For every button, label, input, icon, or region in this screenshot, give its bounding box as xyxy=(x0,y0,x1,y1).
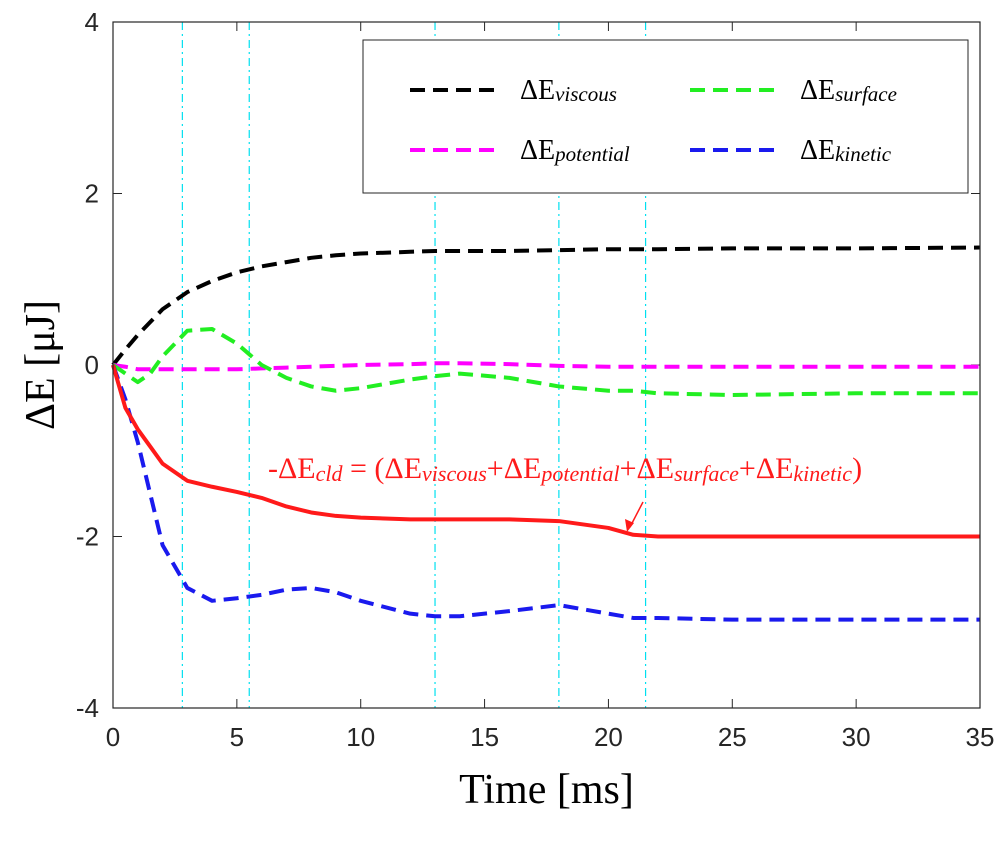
series-line xyxy=(111,326,980,398)
legend-label-main: ΔE xyxy=(520,135,555,166)
annotation-text: +ΔE xyxy=(487,452,542,485)
legend-label-main: ΔE xyxy=(800,135,835,166)
annotation-sub: surface xyxy=(674,461,739,486)
annotation-sub: potential xyxy=(539,461,619,486)
x-tick-label: 5 xyxy=(230,722,244,752)
annotation-text: +ΔE xyxy=(739,452,794,485)
legend-label: ΔEkinetic xyxy=(800,135,892,166)
annotation-text: = (ΔE xyxy=(343,452,423,485)
annotation: -ΔEcld = (ΔEviscous+ΔEpotential+ΔEsurfac… xyxy=(268,452,862,486)
series-line xyxy=(112,361,980,372)
series-line xyxy=(111,364,980,539)
legend-label: ΔEpotential xyxy=(520,135,630,166)
x-tick-label: 0 xyxy=(106,722,120,752)
legend-box xyxy=(362,39,969,194)
x-tick-label: 25 xyxy=(718,722,747,752)
series-line xyxy=(111,364,980,622)
legend-label-main: ΔE xyxy=(800,75,835,106)
series-line xyxy=(111,245,981,367)
legend-label-sub: kinetic xyxy=(835,142,892,166)
legend-label-sub: surface xyxy=(835,82,897,106)
legend-label: ΔEsurface xyxy=(800,75,897,106)
x-tick-label: 15 xyxy=(470,722,499,752)
y-tick-label: -4 xyxy=(76,693,99,723)
y-tick-label: 0 xyxy=(85,350,99,380)
annotation-text: +ΔE xyxy=(620,452,675,485)
y-tick-label: 2 xyxy=(85,179,99,209)
annotation-sub: kinetic xyxy=(793,461,852,486)
legend-label-sub: viscous xyxy=(555,82,617,106)
legend-label-main: ΔE xyxy=(520,75,555,106)
x-axis-label: Time [ms] xyxy=(459,767,634,813)
annotation-text: ) xyxy=(852,452,862,485)
legend-label-sub: potential xyxy=(553,142,630,166)
y-tick-label: -2 xyxy=(76,522,99,552)
x-tick-label: 10 xyxy=(346,722,375,752)
x-tick-label: 35 xyxy=(966,722,995,752)
annotation-sub: cld xyxy=(316,461,344,486)
y-tick-label: 4 xyxy=(85,7,99,37)
x-tick-label: 20 xyxy=(594,722,623,752)
annotation-text: -ΔE xyxy=(268,452,316,485)
legend-label: ΔEviscous xyxy=(520,75,617,106)
plot-frame xyxy=(112,21,981,709)
y-axis-label: ΔE [μJ] xyxy=(18,300,64,430)
annotation-arrowhead xyxy=(625,519,634,532)
x-tick-label: 30 xyxy=(842,722,871,752)
annotation-sub: viscous xyxy=(422,461,487,486)
